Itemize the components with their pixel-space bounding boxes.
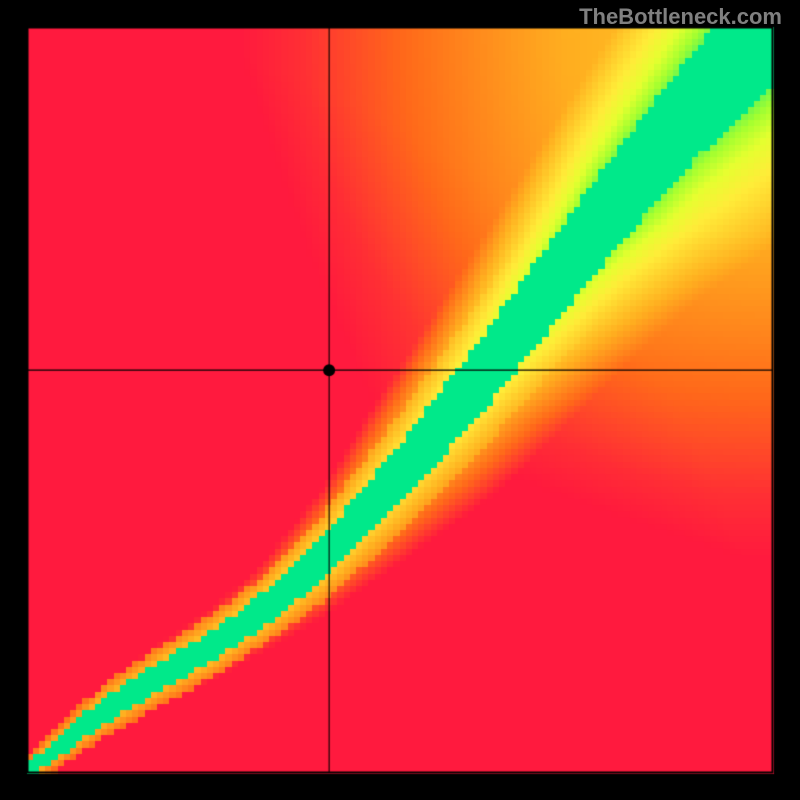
bottleneck-heatmap (0, 0, 800, 800)
chart-container: TheBottleneck.com (0, 0, 800, 800)
watermark-text: TheBottleneck.com (579, 4, 782, 30)
